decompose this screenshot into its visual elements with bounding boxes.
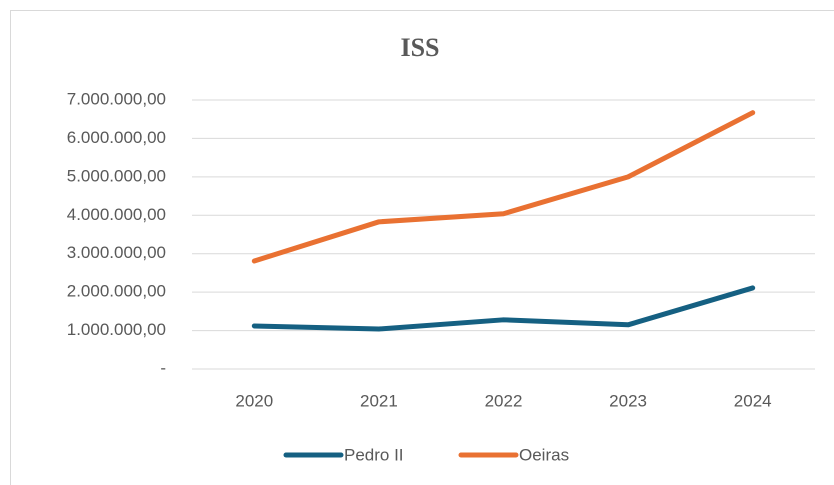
legend-label: Oeiras — [519, 445, 569, 464]
y-tick-label: 2.000.000,00 — [67, 282, 166, 301]
y-tick-label: 6.000.000,00 — [67, 128, 166, 147]
y-tick-label: 1.000.000,00 — [67, 320, 166, 339]
x-tick-label: 2020 — [235, 391, 273, 410]
chart-frame — [10, 10, 834, 485]
legend-label: Pedro II — [344, 445, 404, 464]
y-tick-label: 3.000.000,00 — [67, 243, 166, 262]
y-tick-label: 4.000.000,00 — [67, 205, 166, 224]
series-line — [251, 110, 756, 264]
y-tick-label: - — [160, 358, 166, 377]
chart-title: ISS — [400, 33, 439, 62]
x-tick-label: 2021 — [360, 391, 398, 410]
series-line — [251, 285, 756, 332]
x-tick-label: 2022 — [485, 391, 523, 410]
x-tick-label: 2024 — [734, 391, 772, 410]
x-tick-label: 2023 — [609, 391, 647, 410]
y-tick-label: 7.000.000,00 — [67, 89, 166, 108]
y-tick-label: 5.000.000,00 — [67, 166, 166, 185]
